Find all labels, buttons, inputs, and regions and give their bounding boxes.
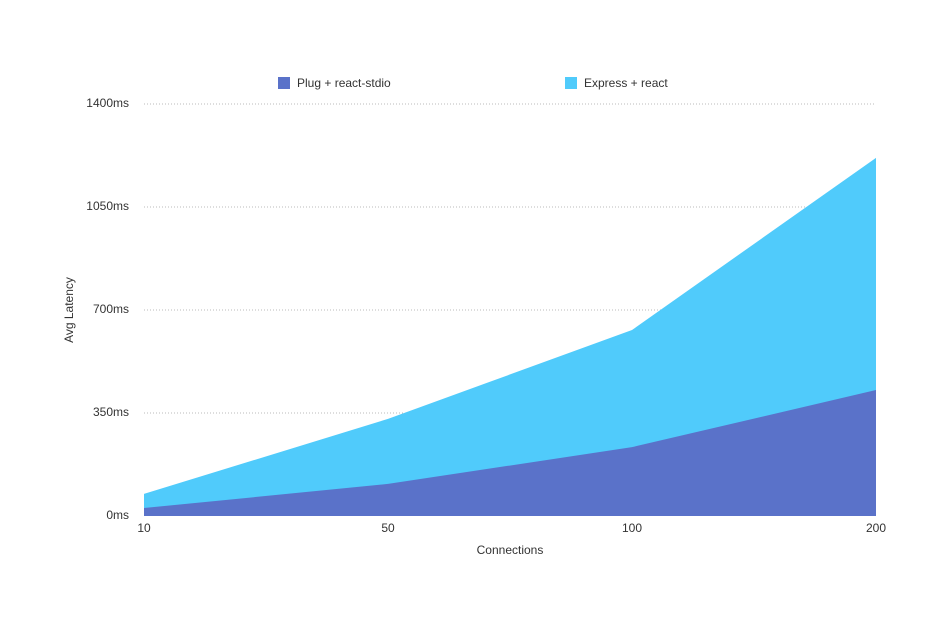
y-tick-label: 1050ms <box>86 199 129 213</box>
legend-label: Express + react <box>584 76 668 90</box>
y-tick-label: 700ms <box>93 302 129 316</box>
legend-swatch <box>565 77 577 89</box>
area <box>144 390 876 516</box>
x-tick-label: 200 <box>866 521 886 535</box>
x-axis-label: Connections <box>477 543 544 557</box>
x-tick-label: 100 <box>622 521 642 535</box>
legend-label: Plug + react-stdio <box>297 76 391 90</box>
y-tick-label: 0ms <box>106 508 129 522</box>
y-tick-label: 350ms <box>93 405 129 419</box>
y-axis-label: Avg Latency <box>62 277 76 343</box>
x-tick-label: 50 <box>381 521 395 535</box>
x-tick-label: 10 <box>137 521 151 535</box>
y-tick-label: 1400ms <box>86 96 129 110</box>
area <box>144 157 876 516</box>
legend-swatch <box>278 77 290 89</box>
